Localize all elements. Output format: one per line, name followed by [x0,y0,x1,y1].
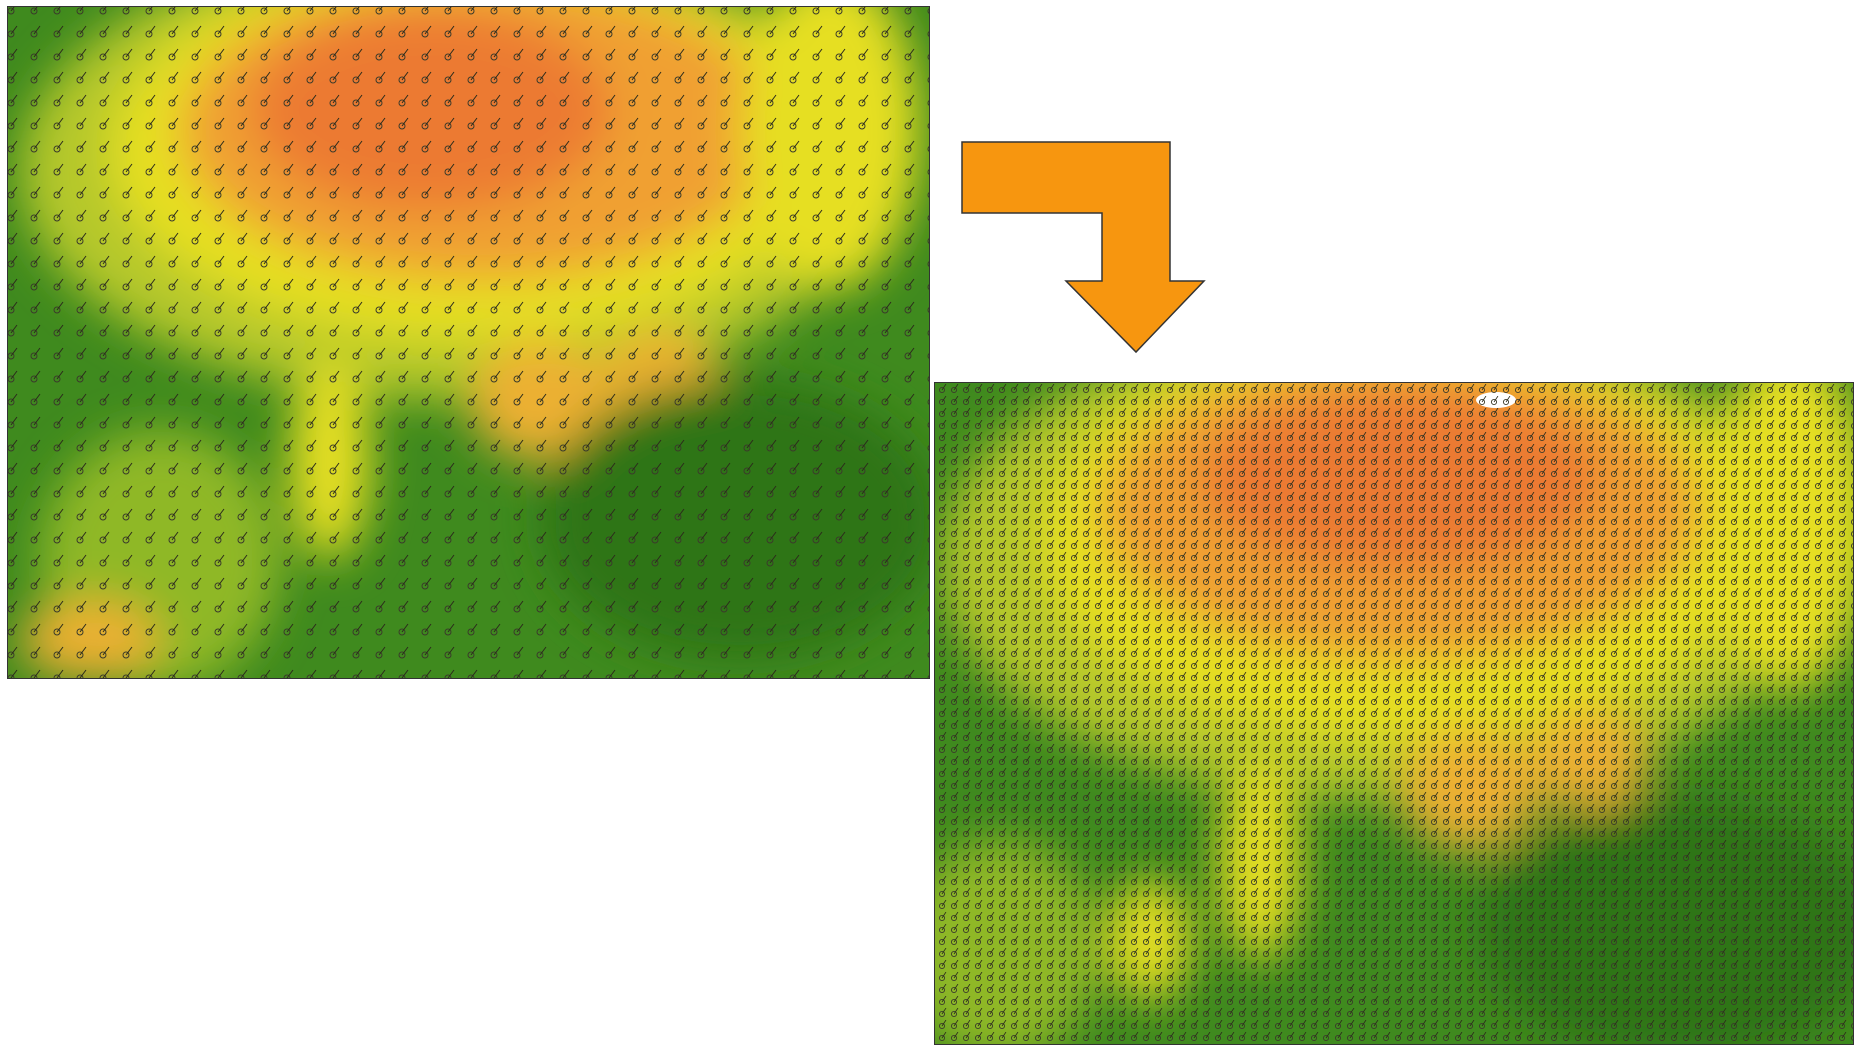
map-border [7,6,930,679]
map-before [7,6,930,679]
wind-vectors [7,6,930,679]
wind-vectors [934,382,1854,1045]
transition-arrow [961,141,1206,354]
map-after [934,382,1854,1045]
